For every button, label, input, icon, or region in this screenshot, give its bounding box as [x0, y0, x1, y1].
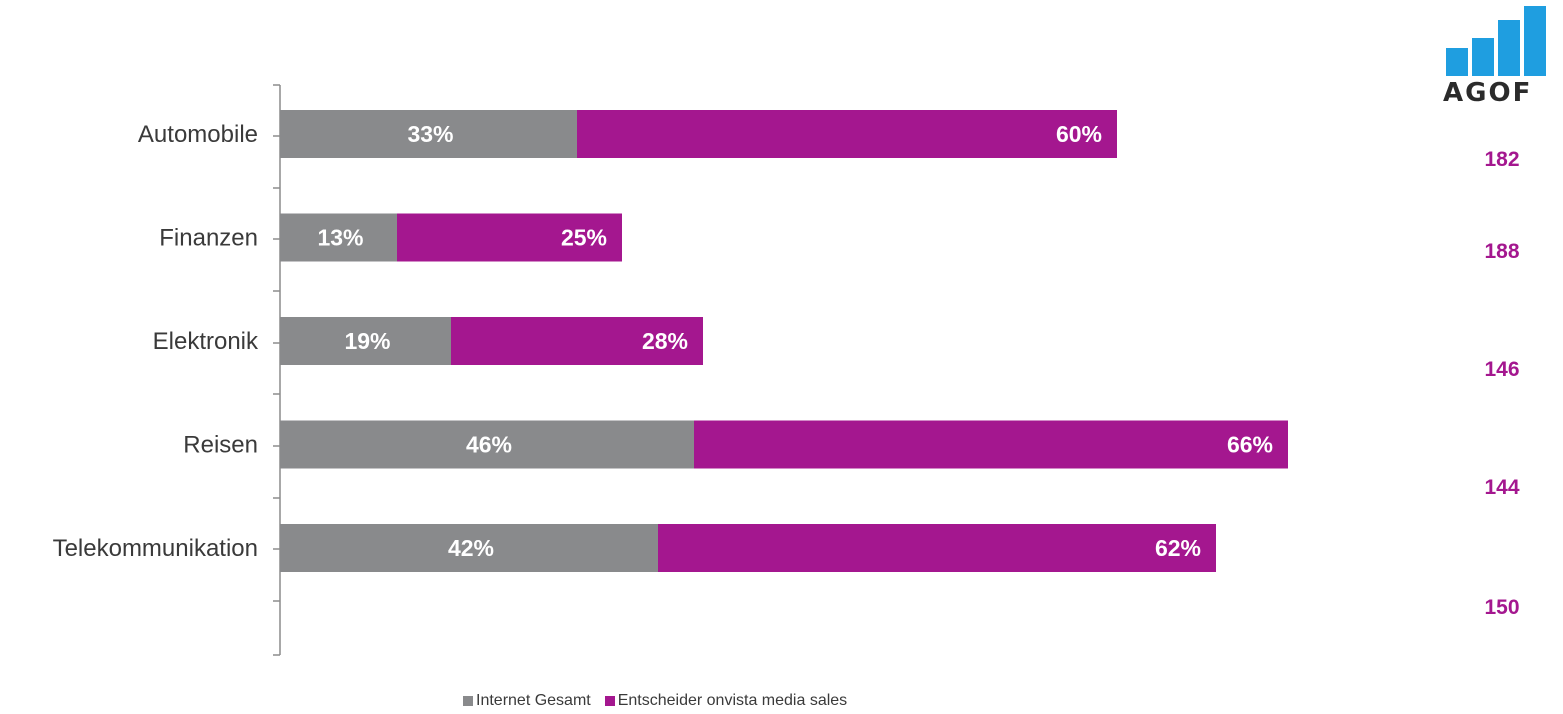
category-label-telekommunikation: Telekommunikation [53, 535, 258, 562]
legend-item-internet-gesamt: Internet Gesamt [463, 692, 591, 710]
bar-internet-gesamt-telekommunikation [280, 524, 658, 572]
legend-label-internet-gesamt: Internet Gesamt [476, 692, 591, 709]
data-label-entscheider-onvista-media-sales-elektronik: 28% [642, 328, 688, 354]
index-value-elektronik: 146 [1484, 358, 1519, 381]
agof-logo-bar-1 [1446, 48, 1468, 76]
category-label-elektronik: Elektronik [153, 328, 259, 355]
index-value-reisen: 144 [1484, 476, 1519, 499]
index-value-finanzen: 188 [1484, 240, 1519, 263]
index-value-automobile: 182 [1484, 148, 1519, 171]
agof-logo-bar-4 [1524, 6, 1546, 76]
legend-label-entscheider: Entscheider onvista media sales [617, 692, 848, 709]
data-label-entscheider-onvista-media-sales-telekommunikation: 62% [1155, 535, 1201, 561]
bar-internet-gesamt-automobile [280, 110, 577, 158]
category-label-automobile: Automobile [138, 121, 258, 148]
chart-legend: Internet Gesamt Entscheider onvista medi… [463, 692, 847, 710]
data-label-entscheider-onvista-media-sales-automobile: 60% [1056, 121, 1102, 147]
bar-internet-gesamt-reisen [280, 420, 694, 469]
data-label-internet-gesamt-finanzen: 13% [317, 225, 363, 251]
data-label-entscheider-onvista-media-sales-reisen: 66% [1227, 432, 1273, 458]
legend-swatch-internet-gesamt [463, 696, 473, 706]
legend-swatch-entscheider [604, 696, 615, 706]
category-label-reisen: Reisen [183, 432, 258, 459]
agof-logo-bars [1442, 6, 1558, 76]
data-label-internet-gesamt-automobile: 33% [407, 121, 453, 147]
agof-logo-text: AGOF [1443, 78, 1533, 108]
bar-entscheider-onvista-media-sales-reisen [694, 420, 1288, 469]
index-value-telekommunikation: 150 [1484, 596, 1519, 619]
bar-entscheider-onvista-media-sales-finanzen [397, 213, 622, 262]
legend-item-entscheider: Entscheider onvista media sales [604, 692, 848, 710]
data-label-internet-gesamt-reisen: 46% [466, 432, 512, 458]
bar-entscheider-onvista-media-sales-elektronik [451, 317, 703, 365]
category-label-finanzen: Finanzen [159, 225, 258, 252]
bar-internet-gesamt-finanzen [280, 213, 397, 262]
agof-logo-bar-2 [1472, 38, 1494, 76]
bar-internet-gesamt-elektronik [280, 317, 451, 365]
agof-logo-bar-3 [1498, 20, 1520, 76]
data-label-internet-gesamt-elektronik: 19% [344, 328, 390, 354]
bar-entscheider-onvista-media-sales-automobile [577, 110, 1117, 158]
agof-logo: AGOF [1442, 6, 1558, 124]
data-label-internet-gesamt-telekommunikation: 42% [448, 535, 494, 561]
bar-entscheider-onvista-media-sales-telekommunikation [658, 524, 1216, 572]
data-label-entscheider-onvista-media-sales-finanzen: 25% [561, 225, 607, 251]
